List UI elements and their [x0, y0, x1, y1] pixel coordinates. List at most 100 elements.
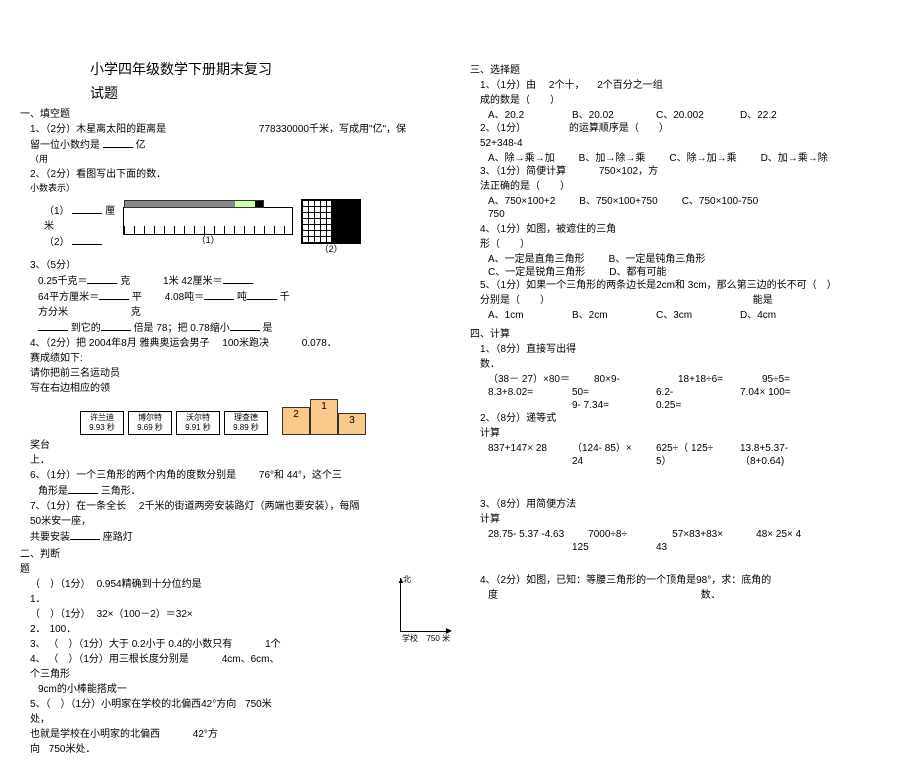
q1c: 亿	[136, 140, 146, 151]
c4D[interactable]: D、都有可能	[609, 266, 669, 279]
fig1-label: （1）	[123, 235, 293, 247]
c3: 3、（1分）简便计算 750×102，方	[480, 165, 900, 178]
runner-1: 许兰迪9.93 秒	[80, 411, 124, 436]
c2A[interactable]: A、除→乘→加	[488, 152, 555, 165]
q1-num: 778330000千米，写成用"亿"，保	[259, 124, 406, 135]
c3D: 750	[488, 208, 900, 221]
c1-opts: A、20.2 B、20.02 C、20.002 D、22.2	[488, 109, 900, 122]
j4d: 9cm的小棒能搭成一	[38, 683, 374, 696]
exam-title: 小学四年级数学下册期末复习	[90, 60, 450, 78]
blank-6[interactable]	[99, 290, 129, 300]
c1c: 成的数是（ ）	[480, 94, 900, 107]
c2a: 52+348-4	[480, 137, 900, 150]
grid-figure: （2）	[301, 199, 361, 256]
c4-opts1: A、一定是直角三角形 B、一定是钝角三角形	[488, 253, 900, 266]
blank-5[interactable]	[223, 274, 253, 284]
podium: 2 1 3	[282, 399, 366, 435]
axis-center: 学校	[402, 634, 418, 644]
sec2b: 题	[20, 563, 450, 576]
c2C[interactable]: C、除→加→乘	[669, 152, 736, 165]
c1D[interactable]: D、22.2	[740, 109, 800, 122]
c1B[interactable]: B、20.02	[572, 109, 632, 122]
c5: 5、（1分）如果一个三角形的两条边长是2cm和 3cm，那么第三边的长不可（ ）	[480, 279, 900, 292]
d2-row2: 24 5） （8+0.64)	[488, 455, 900, 468]
c5C[interactable]: C、3cm	[656, 309, 716, 322]
d2-row1: 837+147× 28 （124- 85）× 625÷（ 125÷ 13.8+5…	[488, 442, 900, 455]
q3: 3、（5分）	[30, 259, 450, 272]
d3-row2: 125 43	[488, 541, 900, 554]
blank-13[interactable]	[70, 530, 100, 540]
q4g: 写在右边相应的领	[30, 382, 450, 395]
j1: （ ）（1分）0.954精确到十分位约是	[30, 578, 374, 591]
section-2-heading: 二、判断	[20, 548, 450, 561]
q6: 6、（1分）一个三角形的两个内角的度数分别是 76°和 44°，这个三	[30, 469, 450, 482]
j5: 5、（ ）（1分）小明家在学校的北偏西42°方向 750米	[30, 698, 374, 711]
q1-line2: 留一位小数约是 亿	[30, 138, 450, 152]
ruler	[123, 207, 293, 235]
c3C[interactable]: C、750×100-750	[682, 195, 758, 208]
c5A[interactable]: A、1cm	[488, 309, 548, 322]
q4f: 请你把前三名运动员	[30, 367, 450, 380]
j4: 4、 （ ）（1分）用三根长度分别是 4cm、6cm、	[30, 653, 374, 666]
c2D[interactable]: D、加→乘→除	[761, 152, 828, 165]
d3: 3、（8分）用简便方法	[480, 498, 900, 511]
right-column: 三、选择题 1、（1分）由 2个十， 2个百分之一组 成的数是（ ） A、20.…	[470, 60, 900, 758]
d1-row2: 8.3+8.02= 50= 6.2- 7.04× 100=	[488, 386, 900, 399]
d3-row1: 28.75- 5.37 -4.63 7000÷8÷ 57×83+83× 48× …	[488, 528, 900, 541]
blank-7[interactable]	[204, 290, 234, 300]
c3A[interactable]: A、750×100+2	[488, 195, 555, 208]
d1-row3: 9- 7.34= 0.25=	[488, 399, 900, 412]
podium-2: 2	[282, 407, 310, 435]
d3b: 计算	[480, 513, 900, 526]
c3B[interactable]: B、750×100+750	[579, 195, 657, 208]
blank-2[interactable]	[72, 204, 102, 214]
left-column: 小学四年级数学下册期末复习 试题 一、填空题 1、（2分）木星离太阳的距离是 7…	[20, 60, 450, 758]
d1: 1、（8分）直接写出得	[480, 343, 900, 356]
blank-3[interactable]	[72, 235, 102, 245]
section-3-heading: 三、选择题	[470, 64, 900, 77]
c2B[interactable]: B、加→除→乘	[579, 152, 646, 165]
blank-11[interactable]	[230, 321, 260, 331]
axis-figure: ▲ ▶ 北 750 米 学校	[380, 578, 450, 638]
q1: 1、（2分）木星离太阳的距离是 778330000千米，写成用"亿"，保	[30, 123, 450, 136]
c1A[interactable]: A、20.2	[488, 109, 548, 122]
runner-row: 许兰迪9.93 秒 博尔特9.69 秒 沃尔特9.91 秒 理查德9.89 秒 …	[80, 399, 450, 435]
q7b: 50米安一座，	[30, 515, 450, 528]
q7c: 共要安装 座路灯	[30, 530, 450, 544]
c4A[interactable]: A、一定是直角三角形	[488, 253, 585, 266]
blank-9[interactable]	[38, 321, 68, 331]
q4e: 赛成绩如下:	[30, 352, 450, 365]
q2c: （1） 厘	[44, 204, 115, 218]
c4: 4、（1分）如图，被遮住的三角	[480, 223, 900, 236]
blank-12[interactable]	[68, 484, 98, 494]
podium-1: 1	[310, 399, 338, 435]
c5D[interactable]: D、4cm	[740, 309, 800, 322]
c4C[interactable]: C、一定是锐角三角形	[488, 266, 585, 279]
j5e: 向 750米处．	[30, 743, 374, 756]
q6c: 角形是 三角形．	[38, 484, 450, 498]
j2bc: 2．100．	[30, 623, 374, 636]
c4B[interactable]: B、一定是钝角三角形	[609, 253, 706, 266]
c5-opts: A、1cm B、2cm C、3cm D、4cm	[488, 309, 900, 322]
d2b: 计算	[480, 427, 900, 440]
axis-east: 750 米	[426, 634, 450, 644]
blank-8[interactable]	[247, 290, 277, 300]
blank-4[interactable]	[87, 274, 117, 284]
q1-text: 1、（2分）木星离太阳的距离是	[30, 124, 166, 135]
j1b: 1．	[30, 593, 374, 606]
d1b: 数．	[480, 358, 900, 371]
figure-row: （1） 厘 米 （2） （1） （2）	[20, 199, 450, 256]
c4-opts2: C、一定是锐角三角形 D、都有可能	[488, 266, 900, 279]
pencil-icon	[124, 200, 264, 208]
q2f: （2）	[44, 235, 115, 249]
axis-x	[400, 631, 450, 632]
c1C[interactable]: C、20.002	[656, 109, 716, 122]
j3: 3、 （ ）（1分）大于 0.2小于 0.4的小数只有 1个	[30, 638, 374, 651]
c5B[interactable]: B、2cm	[572, 309, 632, 322]
fig2-label: （2）	[301, 244, 361, 256]
podium-3: 3	[338, 413, 366, 435]
blank-10[interactable]	[101, 321, 131, 331]
q2: 2、（2分）看图写出下面的数．	[30, 168, 450, 181]
grid	[301, 199, 361, 244]
blank-1[interactable]	[103, 138, 133, 148]
